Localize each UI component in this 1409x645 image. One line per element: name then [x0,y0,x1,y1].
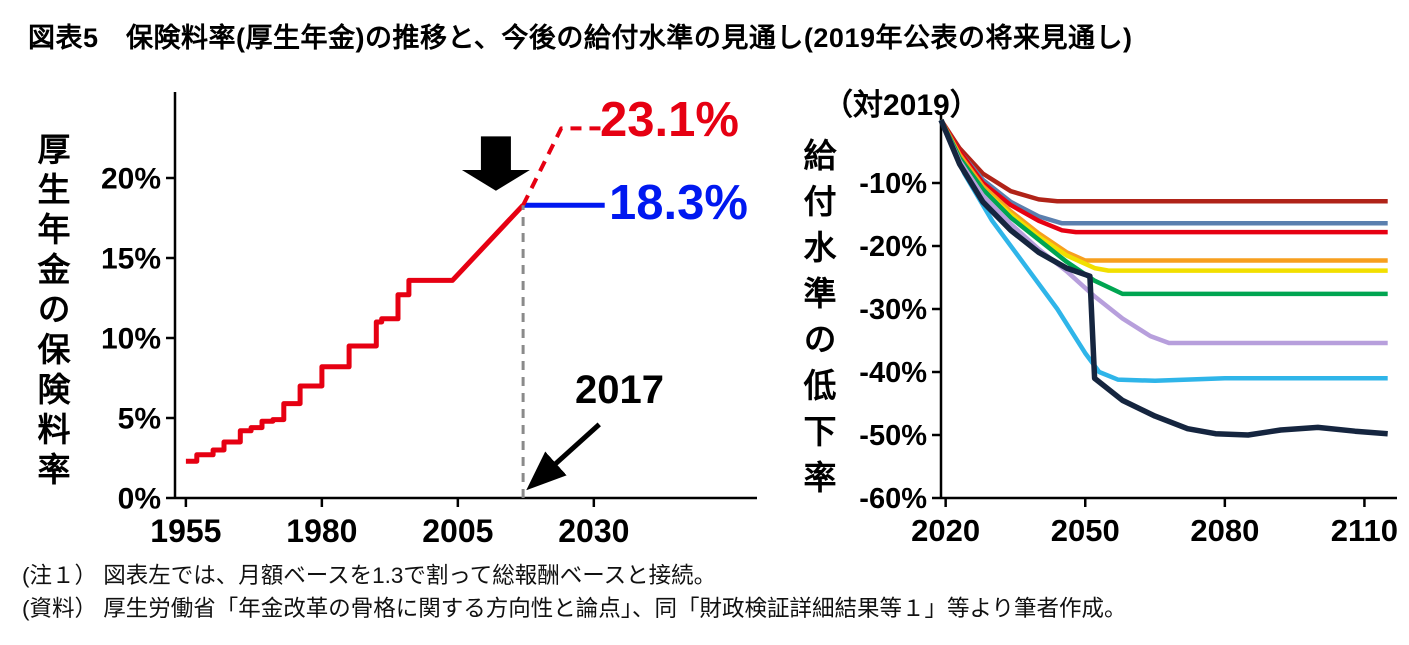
footnotes: (注１） 図表左では、月額ベースを1.3で割って総報酬ベースと接続。 (資料） … [22,560,1127,625]
case-dark-red [939,118,1388,204]
x-tick-label: 2030 [558,513,629,549]
case-purple [938,119,1388,346]
down-arrow-icon [461,136,530,191]
projected-premium-rate [521,126,605,207]
y-tick-label: -20% [859,231,927,263]
case-yellow [938,119,1388,273]
x-tick-label: 2020 [911,513,980,548]
y-tick-label: 0% [118,483,161,516]
benefit-decline-chart: （対2019） 給付水準の低下率 -10% -20% -30% -40% -50% -60… [795,80,1407,560]
y-tick-label: 20% [101,163,161,196]
projected-rate-annotation: 23.1% [600,93,739,147]
historical-premium-rate [185,203,525,464]
year-2017-annotation: 2017 [575,368,664,412]
figure-title: 図表5 保険料率(厚生年金)の推移と、今後の給付水準の見通し(2019年公表の将… [28,23,1133,53]
premium-rate-plot: 0% 5% 10% 15% 20% 1955 1980 2005 2030 [101,92,757,549]
y-tick-label: 15% [101,243,161,276]
x-tick-label: 2005 [422,513,493,549]
x-tick-label: 2050 [1051,513,1120,548]
y-tick-label: -50% [859,420,927,452]
x-tick-label: 2080 [1190,513,1259,548]
x-tick-label: 2110 [1331,513,1398,548]
footnote-1: (注１） 図表左では、月額ベースを1.3で割って総報酬ベースと接続。 [22,563,717,588]
left-y-axis-label: 厚生年金の保険料率 [33,132,70,492]
case-navy [938,118,1388,438]
y-tick-label: -60% [859,483,927,515]
x-tick-label: 1955 [150,513,221,549]
premium-rate-chart: 厚生年金の保険料率 0% 5% 10% 15% 20% 1955 1980 2005 2030 … [15,80,795,560]
y-tick-label: -10% [859,168,927,200]
y-tick-label: 5% [118,403,161,436]
y-tick-label: 10% [101,323,161,356]
footnote-2: (資料） 厚生労働省「年金改革の骨格に関する方向性と論点」、同「財政検証詳細結果… [22,595,1127,621]
y-tick-label: -40% [859,357,927,389]
right-y-axis-label: 給付水準の低下率 [799,138,836,506]
year-pointer-arrow-icon [526,422,601,491]
right-chart-subtitle: （対2019） [823,89,980,122]
x-tick-label: 1980 [286,513,357,549]
benefit-decline-plot: -10% -20% -30% -40% -50% -60%2020 2050 2080 2110 [859,114,1398,548]
fixed-rate-annotation: 18.3% [609,176,748,230]
case-green [938,119,1388,297]
y-tick-label: -30% [859,294,927,326]
